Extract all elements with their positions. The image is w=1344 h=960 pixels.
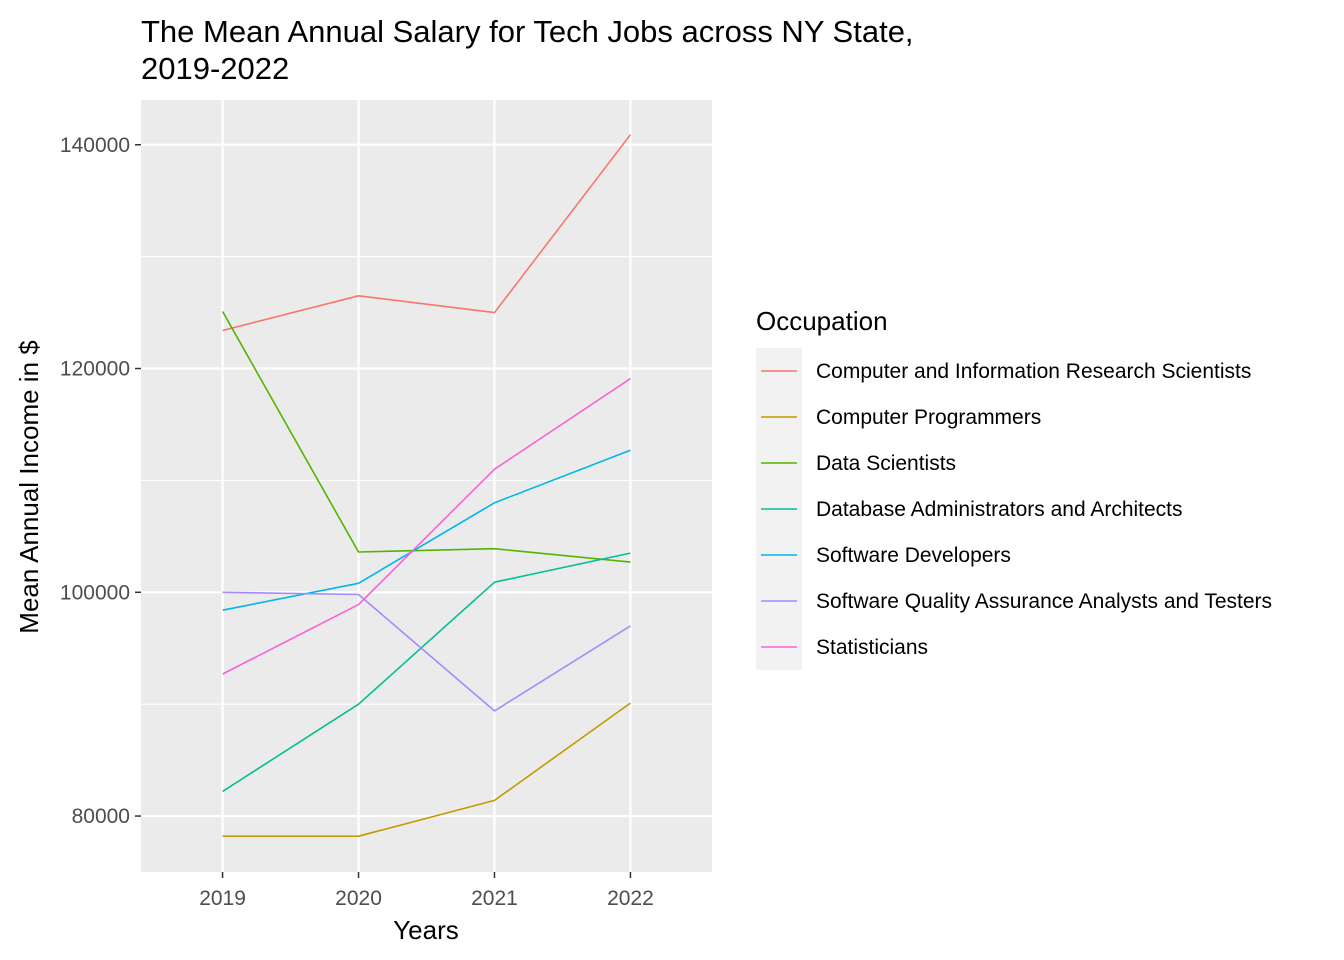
series-line-3 [221,311,631,563]
y-tick-label: 80000 [72,805,130,828]
x-tick-label: 2019 [199,887,246,910]
legend-label: Software Quality Assurance Analysts and … [816,590,1272,613]
legend-label: Computer and Information Research Scient… [816,360,1251,383]
plot-panel [141,100,712,872]
series-lines [221,134,632,838]
minor-gridlines [141,256,712,705]
x-tick-label: 2022 [607,887,654,910]
legend-label: Statisticians [816,636,928,659]
x-tick-label: 2021 [471,887,518,910]
legend-item: Computer and Information Research Scient… [761,360,1251,383]
legend-item: Data Scientists [761,452,956,475]
legend-item: Computer Programmers [761,406,1041,429]
major-gridlines [141,100,712,872]
series-line-2 [222,702,631,838]
y-tick-label: 120000 [60,358,130,381]
series-line-5 [222,449,631,611]
legend-item: Software Developers [761,544,1011,567]
y-axis-title: Mean Annual Income in $ [14,340,44,634]
x-axis-title: Years [393,915,459,945]
legend-title: Occupation [756,306,888,336]
legend-label: Software Developers [816,544,1011,567]
y-tick-label: 100000 [60,581,130,604]
legend: Occupation Computer and Information Rese… [756,306,1272,670]
chart-title-line2: 2019-2022 [141,51,289,86]
legend-label: Computer Programmers [816,406,1041,429]
series-line-1 [222,134,632,332]
series-line-4 [222,552,631,793]
legend-label: Database Administrators and Architects [816,498,1183,521]
y-axis: 80000 100000 120000 140000 [60,134,141,828]
chart-title: The Mean Annual Salary for Tech Jobs acr… [141,14,914,49]
series-line-6 [222,591,631,712]
y-tick-label: 140000 [60,134,130,157]
legend-label: Data Scientists [816,452,956,475]
legend-item: Statisticians [761,636,928,659]
x-axis: 2019 2020 2021 2022 [199,872,654,910]
legend-item: Database Administrators and Architects [761,498,1183,521]
series-line-7 [222,377,631,675]
legend-item: Software Quality Assurance Analysts and … [761,590,1272,613]
x-tick-label: 2020 [335,887,382,910]
